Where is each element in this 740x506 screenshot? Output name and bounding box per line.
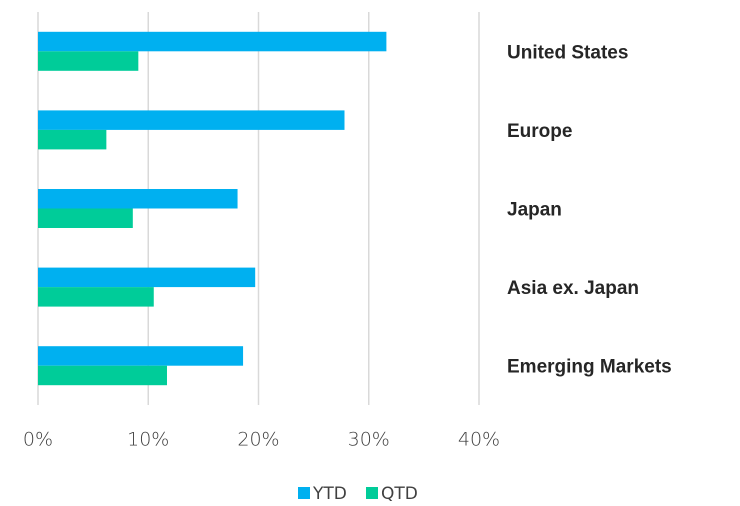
bar: [38, 346, 244, 366]
category-label: United States: [507, 42, 628, 63]
bar: [38, 110, 345, 130]
bar: [38, 208, 133, 228]
bar: [38, 189, 238, 209]
legend-swatch: [298, 487, 310, 499]
bar: [38, 31, 387, 52]
category-label: Europe: [507, 121, 572, 142]
bar: [38, 287, 154, 307]
x-tick-label: 10%: [127, 429, 169, 451]
x-tick-label: 40%: [458, 429, 500, 451]
x-tick-label: 0%: [23, 429, 53, 451]
x-tick-label: 30%: [348, 429, 390, 451]
legend-label: QTD: [381, 484, 418, 504]
bar: [38, 129, 107, 150]
category-label: Asia ex. Japan: [507, 278, 639, 299]
legend-swatch: [366, 487, 378, 499]
bar: [38, 365, 167, 386]
x-tick-label: 20%: [237, 429, 279, 451]
category-label: Japan: [507, 200, 562, 221]
legend-label: YTD: [312, 484, 347, 504]
bar: [38, 267, 256, 288]
category-label: Emerging Markets: [507, 357, 672, 378]
bar: [38, 51, 139, 71]
